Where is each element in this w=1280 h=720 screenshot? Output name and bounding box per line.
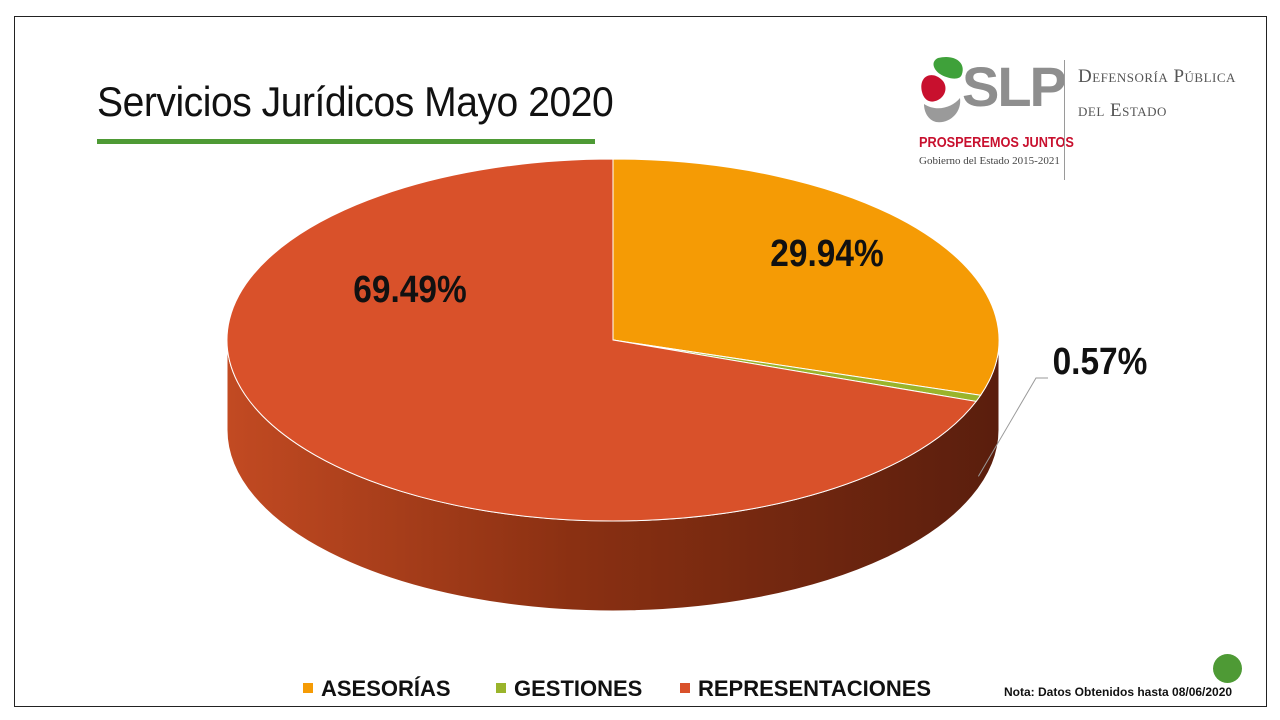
logo-government: Gobierno del Estado 2015-2021 <box>919 155 1060 167</box>
legend-swatch-representaciones <box>680 683 690 693</box>
slide-frame <box>14 16 1267 707</box>
pie-slice-asesorias <box>612 158 1000 396</box>
logo-brand: SLP <box>962 55 1067 118</box>
pie-data-label-gestiones: 0.57% <box>1053 340 1148 382</box>
slide-title: Servicios Jurídicos Mayo 2020 <box>97 78 614 125</box>
slp-logo: SLP PROSPEREMOS JUNTOS Gobierno del Esta… <box>916 52 1246 182</box>
legend-item-representaciones: REPRESENTACIONES <box>680 676 931 702</box>
data-note: Nota: Datos Obtenidos hasta 08/06/2020 <box>1004 685 1233 699</box>
pie-top-group <box>226 158 1000 522</box>
title-underline <box>97 139 595 144</box>
legend-label-asesorias: ASESORÍAS <box>321 676 451 701</box>
legend-swatch-gestiones <box>496 683 506 693</box>
legend-item-asesorias: ASESORÍAS <box>303 676 451 702</box>
legend-label-representaciones: REPRESENTACIONES <box>698 676 932 701</box>
logo-divider <box>1064 60 1065 180</box>
legend-label-gestiones: GESTIONES <box>514 676 643 701</box>
pie-data-label-asesorias: 29.94% <box>770 232 883 274</box>
pie-label-group: 29.94% 0.57% 69.49% <box>353 232 1148 477</box>
logo-org-line1: Defensoría Pública <box>1078 66 1236 87</box>
slp-emblem-icon <box>921 56 963 123</box>
legend-item-gestiones: GESTIONES <box>496 676 642 702</box>
green-dot-icon <box>1213 654 1242 683</box>
logo-slogan: PROSPEREMOS JUNTOS <box>919 134 1074 151</box>
logo-org-line2: del Estado <box>1078 100 1167 121</box>
legend-swatch-asesorias <box>303 683 313 693</box>
pie-leader-line-gestiones <box>977 377 1048 477</box>
pie-slice-representaciones <box>226 158 978 522</box>
pie-data-label-representaciones: 69.49% <box>353 268 466 310</box>
